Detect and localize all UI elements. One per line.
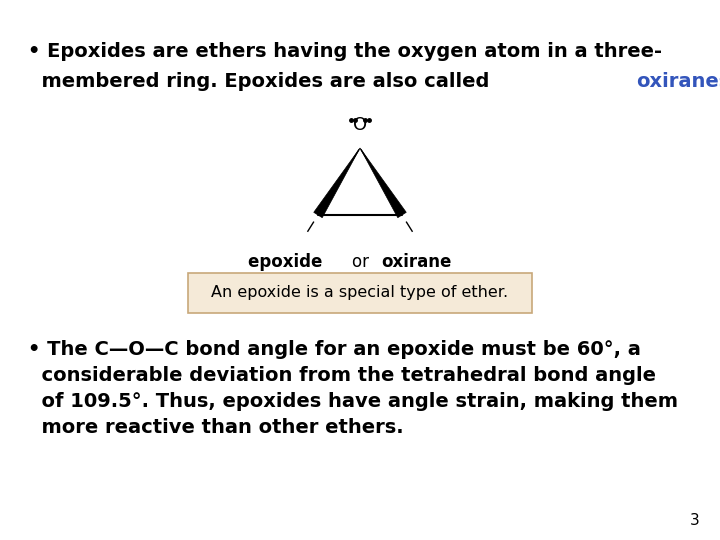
FancyBboxPatch shape <box>188 273 532 313</box>
Polygon shape <box>314 148 360 218</box>
Text: epoxide: epoxide <box>248 253 328 271</box>
Text: oxirane: oxirane <box>381 253 451 271</box>
Text: membered ring. Epoxides are also called: membered ring. Epoxides are also called <box>28 72 496 91</box>
Text: An epoxide is a special type of ether.: An epoxide is a special type of ether. <box>212 286 508 300</box>
Text: • Epoxides are ethers having the oxygen atom in a three-: • Epoxides are ethers having the oxygen … <box>28 42 662 61</box>
Text: of 109.5°. Thus, epoxides have angle strain, making them: of 109.5°. Thus, epoxides have angle str… <box>28 392 678 411</box>
Text: oxiranes: oxiranes <box>636 72 720 91</box>
Polygon shape <box>360 148 406 218</box>
Text: or: or <box>352 253 374 271</box>
Text: more reactive than other ethers.: more reactive than other ethers. <box>28 418 404 437</box>
Text: • The C—O—C bond angle for an epoxide must be 60°, a: • The C—O—C bond angle for an epoxide mu… <box>28 340 641 359</box>
Text: 3: 3 <box>690 513 700 528</box>
Text: considerable deviation from the tetrahedral bond angle: considerable deviation from the tetrahed… <box>28 366 656 385</box>
Text: O: O <box>353 116 367 134</box>
